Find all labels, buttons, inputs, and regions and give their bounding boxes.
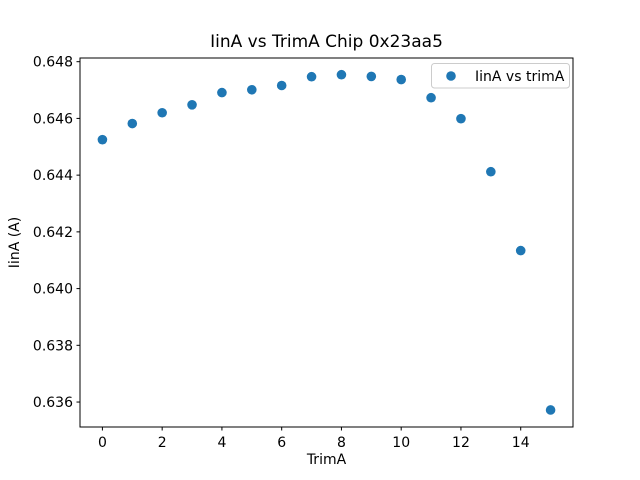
data-point	[515, 245, 526, 256]
data-point	[366, 71, 377, 82]
data-point	[276, 80, 287, 91]
data-point	[545, 405, 556, 415]
y-tick-label: 0.638	[33, 338, 73, 354]
data-point	[426, 92, 436, 103]
legend: IinA vs trimA	[431, 63, 570, 89]
y-tick-label: 0.636	[33, 395, 73, 411]
legend-box	[431, 63, 570, 89]
y-tick-label: 0.648	[33, 55, 73, 71]
data-point	[97, 134, 108, 145]
x-tick-label: 10	[392, 435, 410, 451]
data-point	[306, 71, 317, 82]
data-point	[127, 118, 138, 129]
data-point	[217, 87, 227, 98]
y-axis-ticks: 0.636 0.638 0.640 0.642 0.644 0.646 0.648	[33, 55, 80, 411]
x-tick-label: 4	[217, 435, 226, 451]
x-tick-label: 8	[337, 435, 346, 451]
legend-marker-icon	[446, 71, 456, 81]
chart-title: IinA vs TrimA Chip 0x23aa5	[210, 32, 443, 52]
scatter-points	[97, 69, 556, 415]
legend-entry-label: IinA vs trimA	[475, 69, 565, 85]
x-axis-ticks: 0 2 4 6 8 10 12 14	[98, 427, 530, 451]
data-point	[336, 69, 347, 80]
y-tick-label: 0.642	[33, 225, 73, 241]
y-tick-label: 0.644	[33, 168, 73, 184]
x-tick-label: 12	[452, 435, 470, 451]
plot-area-frame	[79, 57, 574, 428]
y-tick-label: 0.646	[33, 111, 73, 127]
x-tick-label: 6	[277, 435, 286, 451]
y-tick-label: 0.640	[33, 282, 73, 298]
x-axis-label: TrimA	[306, 452, 347, 468]
data-point	[187, 99, 197, 110]
data-point	[247, 84, 257, 95]
y-axis-label: IinA (A)	[7, 217, 23, 268]
x-tick-label: 2	[158, 435, 167, 451]
data-point	[486, 166, 496, 177]
data-point	[157, 107, 167, 118]
data-point	[396, 74, 406, 85]
data-point	[456, 113, 466, 124]
x-tick-label: 14	[512, 435, 530, 451]
x-tick-label: 0	[98, 435, 107, 451]
